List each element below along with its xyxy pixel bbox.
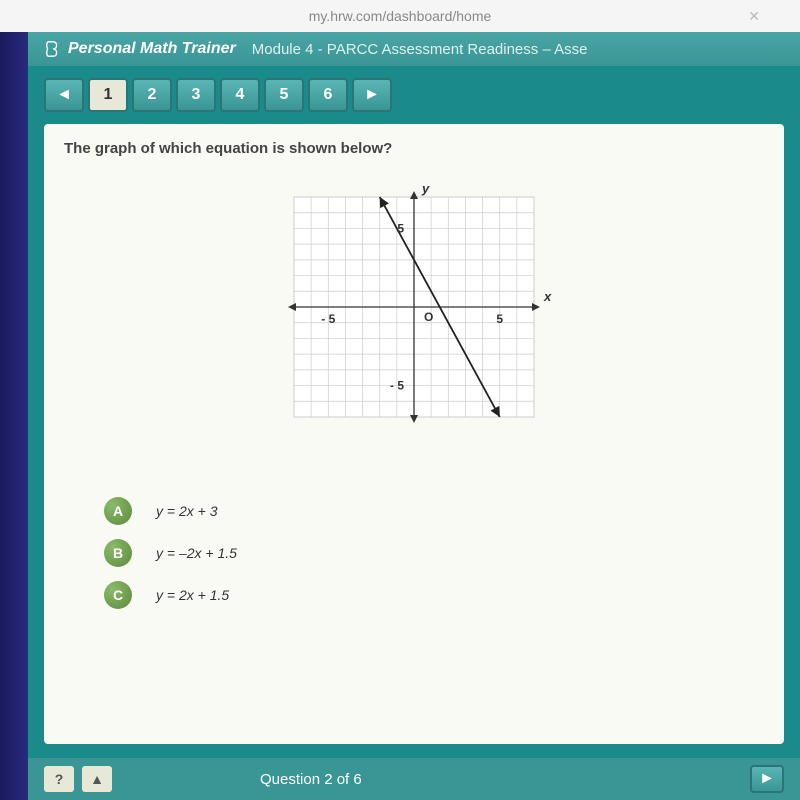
svg-text:- 5: - 5	[390, 379, 404, 393]
nav-item-6[interactable]: 6	[308, 78, 348, 112]
graph: - 5 5 5 - 5 Ox y	[274, 177, 554, 437]
svg-text:O: O	[424, 310, 433, 324]
svg-text:y: y	[421, 181, 430, 196]
nav-item-1[interactable]: 1	[88, 78, 128, 112]
footer-bar: ? ▲ Question 2 of 6 ►	[28, 758, 800, 800]
brand-text: Personal Math Trainer	[68, 40, 236, 58]
answer-row-b: By = –2x + 1.5	[104, 539, 764, 567]
answer-row-c: Cy = 2x + 1.5	[104, 581, 764, 609]
footer-next-button[interactable]: ►	[750, 765, 784, 793]
url-text: my.hrw.com/dashboard/home	[309, 8, 492, 24]
left-sidebar	[0, 32, 28, 800]
answers: Ay = 2x + 3 By = –2x + 1.5 Cy = 2x + 1.5	[64, 497, 764, 609]
question-counter: Question 2 of 6	[260, 771, 362, 788]
nav-next-button[interactable]: ►	[352, 78, 392, 112]
brand: Personal Math Trainer	[44, 40, 236, 58]
nav-item-2[interactable]: 2	[132, 78, 172, 112]
nav-item-3[interactable]: 3	[176, 78, 216, 112]
app-header: Personal Math Trainer Module 4 - PARCC A…	[28, 32, 800, 66]
nav-item-4[interactable]: 4	[220, 78, 260, 112]
nav-item-5[interactable]: 5	[264, 78, 304, 112]
close-icon[interactable]: ✕	[748, 8, 760, 25]
arrow-left-icon: ◄	[56, 86, 72, 104]
answer-row-a: Ay = 2x + 3	[104, 497, 764, 525]
answer-text-c: y = 2x + 1.5	[156, 587, 229, 603]
brand-icon	[44, 40, 62, 58]
answer-bubble-c[interactable]: C	[104, 581, 132, 609]
content-panel: The graph of which equation is shown bel…	[44, 124, 784, 744]
answer-bubble-a[interactable]: A	[104, 497, 132, 525]
arrow-right-icon: ►	[364, 86, 380, 104]
nav-prev-button[interactable]: ◄	[44, 78, 84, 112]
question-nav: ◄ 123456 ►	[28, 66, 800, 112]
svg-text:- 5: - 5	[321, 312, 335, 326]
answer-text-b: y = –2x + 1.5	[156, 545, 237, 561]
graph-container: - 5 5 5 - 5 Ox y	[64, 177, 764, 437]
main-area: Personal Math Trainer Module 4 - PARCC A…	[28, 32, 800, 800]
browser-address-bar: my.hrw.com/dashboard/home ✕	[0, 0, 800, 32]
warning-icon: ▲	[90, 771, 104, 787]
answer-bubble-b[interactable]: B	[104, 539, 132, 567]
svg-text:x: x	[543, 289, 552, 304]
answer-text-a: y = 2x + 3	[156, 503, 217, 519]
warning-button[interactable]: ▲	[82, 766, 112, 792]
question-text: The graph of which equation is shown bel…	[64, 140, 764, 157]
svg-text:5: 5	[397, 221, 404, 235]
svg-text:5: 5	[496, 312, 503, 326]
module-title: Module 4 - PARCC Assessment Readiness – …	[252, 41, 588, 58]
arrow-right-icon: ►	[759, 770, 775, 788]
help-button[interactable]: ?	[44, 766, 74, 792]
